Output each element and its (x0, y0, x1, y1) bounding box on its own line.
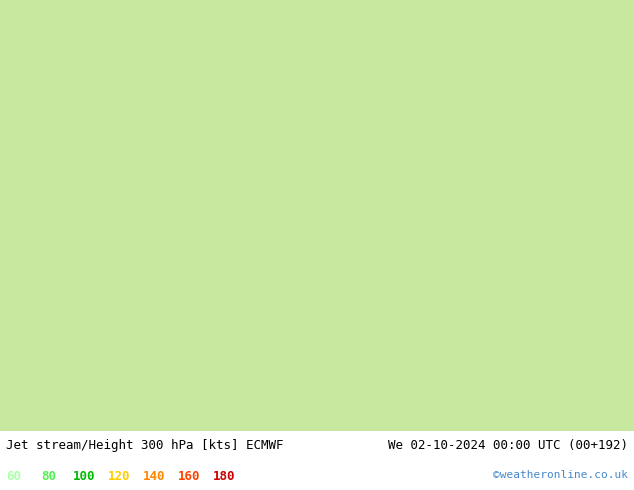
Text: ©weatheronline.co.uk: ©weatheronline.co.uk (493, 470, 628, 480)
Text: 120: 120 (108, 470, 130, 484)
Text: 60: 60 (6, 470, 22, 484)
Text: 80: 80 (41, 470, 56, 484)
Text: Jet stream/Height 300 hPa [kts] ECMWF: Jet stream/Height 300 hPa [kts] ECMWF (6, 439, 284, 452)
Text: 180: 180 (212, 470, 235, 484)
Text: 160: 160 (178, 470, 200, 484)
Text: 140: 140 (143, 470, 165, 484)
Text: We 02-10-2024 00:00 UTC (00+192): We 02-10-2024 00:00 UTC (00+192) (387, 439, 628, 452)
Text: 100: 100 (73, 470, 95, 484)
